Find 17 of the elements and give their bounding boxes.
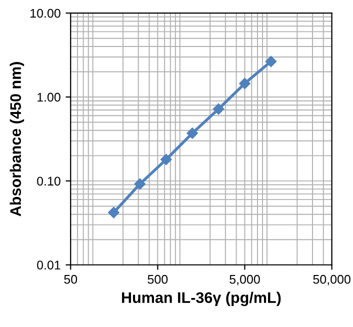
point (239, 78, 250, 90)
y-tick-label: 1.00 (38, 92, 60, 102)
x-tick-label: 50 (64, 274, 78, 284)
y-tick-label: 10.00 (30, 8, 60, 18)
y-tick-label: 0.01 (37, 260, 60, 270)
x-tick-label: 500 (148, 274, 168, 284)
point (265, 56, 277, 68)
y-tick-label: 0.10 (37, 176, 60, 186)
x-tick-label: 50,000 (313, 274, 350, 286)
point (212, 103, 224, 115)
point (134, 178, 146, 190)
point (186, 128, 198, 139)
point (108, 206, 120, 218)
y-axis-title: Absorbance (450 nm) (10, 62, 24, 216)
point (160, 154, 172, 166)
x-tick-label: 5,000 (230, 274, 260, 286)
x-axis-title: Human IL-36γ (pg/mL) (122, 292, 281, 306)
